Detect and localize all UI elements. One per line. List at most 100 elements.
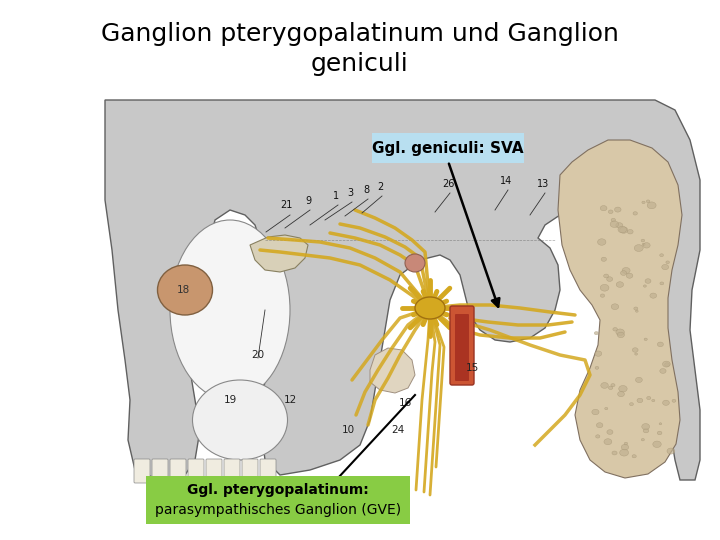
Ellipse shape	[660, 369, 666, 373]
Text: 24: 24	[392, 425, 405, 435]
Text: 14: 14	[500, 176, 512, 186]
Text: 8: 8	[363, 185, 369, 195]
Text: 16: 16	[398, 398, 412, 408]
FancyBboxPatch shape	[152, 459, 168, 483]
Ellipse shape	[617, 332, 624, 338]
Ellipse shape	[595, 435, 600, 438]
FancyBboxPatch shape	[450, 306, 474, 385]
Ellipse shape	[645, 279, 651, 284]
Ellipse shape	[647, 200, 650, 202]
Ellipse shape	[653, 441, 661, 448]
Ellipse shape	[618, 392, 624, 397]
Ellipse shape	[643, 429, 649, 433]
Ellipse shape	[643, 242, 650, 248]
Ellipse shape	[604, 438, 612, 445]
Ellipse shape	[662, 265, 669, 269]
Ellipse shape	[192, 380, 287, 460]
Ellipse shape	[634, 245, 643, 252]
Ellipse shape	[405, 254, 425, 272]
Ellipse shape	[616, 282, 624, 287]
Text: 12: 12	[284, 395, 297, 405]
Text: 1: 1	[333, 191, 339, 201]
Text: 18: 18	[176, 285, 189, 295]
Ellipse shape	[610, 221, 618, 227]
Ellipse shape	[616, 222, 623, 228]
Ellipse shape	[657, 431, 662, 435]
Ellipse shape	[600, 285, 609, 291]
Text: parasympathisches Ganglion (GVE): parasympathisches Ganglion (GVE)	[155, 503, 401, 517]
FancyBboxPatch shape	[372, 133, 524, 163]
Text: Ggl. pterygopalatinum:: Ggl. pterygopalatinum:	[187, 483, 369, 497]
Ellipse shape	[608, 386, 613, 389]
Ellipse shape	[642, 438, 644, 441]
Ellipse shape	[611, 304, 618, 309]
Ellipse shape	[616, 329, 624, 335]
FancyBboxPatch shape	[455, 314, 469, 381]
Text: 19: 19	[223, 395, 237, 405]
Ellipse shape	[665, 363, 670, 367]
Ellipse shape	[667, 448, 675, 454]
Text: geniculi: geniculi	[311, 52, 409, 76]
Ellipse shape	[613, 328, 618, 331]
Ellipse shape	[662, 400, 670, 406]
Ellipse shape	[624, 442, 628, 445]
Text: 10: 10	[341, 425, 354, 435]
Ellipse shape	[635, 353, 638, 355]
Text: 15: 15	[465, 363, 479, 373]
Ellipse shape	[621, 271, 626, 275]
Ellipse shape	[634, 307, 638, 310]
Ellipse shape	[642, 423, 649, 430]
Ellipse shape	[633, 212, 637, 215]
Ellipse shape	[652, 400, 655, 402]
Ellipse shape	[636, 310, 638, 312]
Text: Ggl. geniculi: SVA: Ggl. geniculi: SVA	[372, 140, 523, 156]
Text: 3: 3	[347, 188, 353, 198]
FancyBboxPatch shape	[170, 459, 186, 483]
Ellipse shape	[660, 254, 664, 256]
Ellipse shape	[607, 430, 613, 434]
Text: 20: 20	[251, 350, 264, 360]
Text: 13: 13	[537, 179, 549, 189]
FancyBboxPatch shape	[260, 459, 276, 483]
Ellipse shape	[657, 342, 663, 347]
Ellipse shape	[621, 444, 629, 450]
FancyBboxPatch shape	[188, 459, 204, 483]
Ellipse shape	[614, 207, 621, 212]
Ellipse shape	[622, 267, 630, 274]
Ellipse shape	[626, 273, 633, 278]
FancyBboxPatch shape	[146, 476, 410, 524]
Ellipse shape	[632, 455, 636, 458]
Ellipse shape	[595, 351, 602, 356]
Ellipse shape	[595, 366, 599, 369]
Ellipse shape	[632, 348, 638, 352]
Ellipse shape	[611, 383, 615, 387]
Polygon shape	[250, 235, 308, 272]
Ellipse shape	[170, 220, 290, 400]
Ellipse shape	[642, 201, 645, 204]
Ellipse shape	[596, 423, 603, 428]
Ellipse shape	[620, 449, 629, 456]
Ellipse shape	[600, 206, 607, 211]
Ellipse shape	[158, 265, 212, 315]
Ellipse shape	[618, 386, 627, 392]
Ellipse shape	[612, 451, 617, 455]
Ellipse shape	[618, 226, 626, 233]
Ellipse shape	[650, 293, 657, 298]
Ellipse shape	[611, 218, 616, 222]
Ellipse shape	[666, 261, 670, 264]
FancyBboxPatch shape	[134, 459, 150, 483]
Ellipse shape	[598, 239, 606, 245]
Ellipse shape	[594, 332, 598, 335]
Text: 26: 26	[442, 179, 454, 189]
Polygon shape	[558, 140, 682, 478]
Ellipse shape	[647, 202, 656, 209]
FancyBboxPatch shape	[242, 459, 258, 483]
Polygon shape	[105, 100, 700, 480]
Ellipse shape	[620, 227, 628, 233]
Ellipse shape	[629, 403, 634, 406]
Ellipse shape	[662, 361, 670, 367]
Ellipse shape	[647, 396, 651, 400]
Text: 9: 9	[305, 196, 311, 206]
Ellipse shape	[415, 297, 445, 319]
Ellipse shape	[636, 377, 642, 382]
